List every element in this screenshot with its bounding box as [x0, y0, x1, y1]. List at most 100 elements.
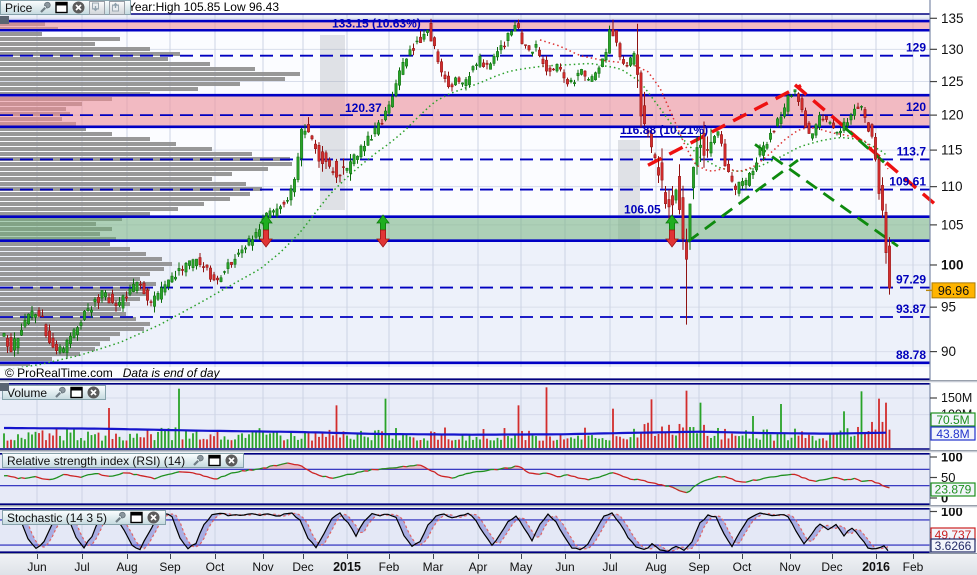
wrench-icon[interactable]: [38, 1, 51, 14]
time-axis-tick: [521, 554, 522, 559]
price-chart[interactable]: 133.15 (10.63%) 129 120.37 120 116.88 (10.21…: [0, 0, 977, 381]
candlestick: [552, 68, 555, 71]
rsi-line: [679, 490, 684, 493]
window-icon[interactable]: [70, 386, 83, 399]
window-icon[interactable]: [208, 454, 221, 467]
stochastic-titlebar[interactable]: Stochastic (14 3 5): [2, 510, 167, 525]
time-axis-tick: [790, 554, 791, 559]
candlestick: [440, 61, 443, 73]
volume-titlebar[interactable]: Volume: [2, 385, 107, 400]
volume-bar: [829, 433, 831, 448]
volume-bar: [125, 440, 128, 448]
panel-divider[interactable]: [0, 505, 977, 508]
rsi-line: [850, 477, 855, 481]
resize-grip[interactable]: [0, 383, 9, 391]
rsi-line: [623, 476, 628, 479]
rsi-line: [245, 469, 250, 472]
volume-bar: [290, 432, 292, 448]
price-titlebar[interactable]: Price: [0, 0, 132, 15]
candlestick: [317, 145, 321, 162]
volume-profile-bar: [0, 282, 156, 286]
down-arrow-marker: [376, 229, 390, 248]
volume-bar: [822, 438, 824, 448]
candlestick: [303, 130, 307, 135]
candlestick: [706, 149, 709, 151]
volume-profile-bar: [0, 347, 95, 351]
rsi-line: [497, 468, 502, 471]
move-up-icon[interactable]: [109, 0, 126, 15]
panel-divider[interactable]: [0, 380, 977, 383]
candlestick: [790, 95, 793, 97]
y-axis-tick: 50: [941, 470, 955, 485]
volume-bar: [41, 430, 44, 448]
candlestick: [314, 143, 317, 150]
candlestick: [9, 337, 13, 353]
volume-bar: [381, 431, 383, 448]
volume-bar: [528, 430, 530, 448]
time-axis-tick: [565, 554, 566, 559]
candlestick: [534, 44, 538, 48]
rsi-line: [836, 477, 841, 480]
volume-bar: [146, 428, 149, 448]
volume-profile-bar: [0, 247, 130, 251]
candlestick: [464, 79, 468, 87]
volume-bar: [524, 440, 527, 448]
rsi-line: [763, 477, 768, 480]
candlestick: [611, 29, 615, 37]
volume-profile-bar: [0, 327, 144, 331]
volume-bar: [594, 438, 597, 448]
rsi-line: [252, 468, 257, 471]
candlestick: [615, 30, 618, 43]
move-down-icon[interactable]: [89, 0, 106, 15]
close-icon[interactable]: [72, 1, 85, 14]
resize-grip[interactable]: [0, 16, 9, 24]
close-icon[interactable]: [225, 454, 238, 467]
volume-bar: [780, 404, 782, 448]
time-axis[interactable]: Jun Jul Aug Sep Oct Nov Dec 2015 Feb Mar Apr May Jun…: [0, 553, 977, 575]
volume-bar: [710, 438, 712, 448]
close-icon[interactable]: [87, 386, 100, 399]
wrench-icon[interactable]: [191, 454, 204, 467]
month-label: Nov: [779, 560, 801, 574]
volume-bar: [248, 434, 250, 448]
volume-bar: [790, 437, 793, 448]
candlestick: [83, 311, 86, 320]
candlestick: [660, 162, 664, 181]
candlestick: [219, 277, 223, 282]
resistance-band: [0, 21, 930, 31]
candlestick: [328, 159, 331, 167]
candlestick: [331, 171, 335, 174]
rsi-line: [147, 476, 152, 479]
support-band: [0, 216, 930, 241]
rsi-titlebar[interactable]: Relative strength index (RSI) (14): [2, 453, 245, 468]
rsi-line: [395, 466, 400, 469]
rsi-line: [77, 475, 82, 479]
candlestick: [100, 290, 104, 299]
wrench-icon[interactable]: [113, 511, 126, 524]
close-icon[interactable]: [147, 511, 160, 524]
panel-divider[interactable]: [0, 450, 977, 453]
rsi-line: [66, 474, 71, 477]
candlestick: [566, 79, 569, 85]
candlestick: [832, 122, 835, 129]
indicator-value-box: [930, 538, 976, 553]
volume-bar: [510, 438, 513, 448]
window-icon[interactable]: [130, 511, 143, 524]
candlestick: [783, 107, 786, 117]
volume-profile-bar: [0, 192, 250, 196]
rsi-line: [318, 474, 323, 478]
rsi-line: [532, 472, 537, 475]
wrench-icon[interactable]: [53, 386, 66, 399]
volume-bar: [311, 440, 313, 448]
candlestick: [499, 45, 503, 51]
rsi-line: [472, 470, 477, 473]
volume-profile-bar: [0, 182, 246, 186]
volume-bar: [482, 429, 485, 448]
volume-profile-bar: [0, 322, 150, 326]
window-icon[interactable]: [55, 1, 69, 14]
candlestick: [37, 310, 41, 317]
rsi-line: [829, 476, 834, 480]
volume-profile-bar: [0, 77, 285, 81]
volume-bar: [251, 432, 254, 448]
